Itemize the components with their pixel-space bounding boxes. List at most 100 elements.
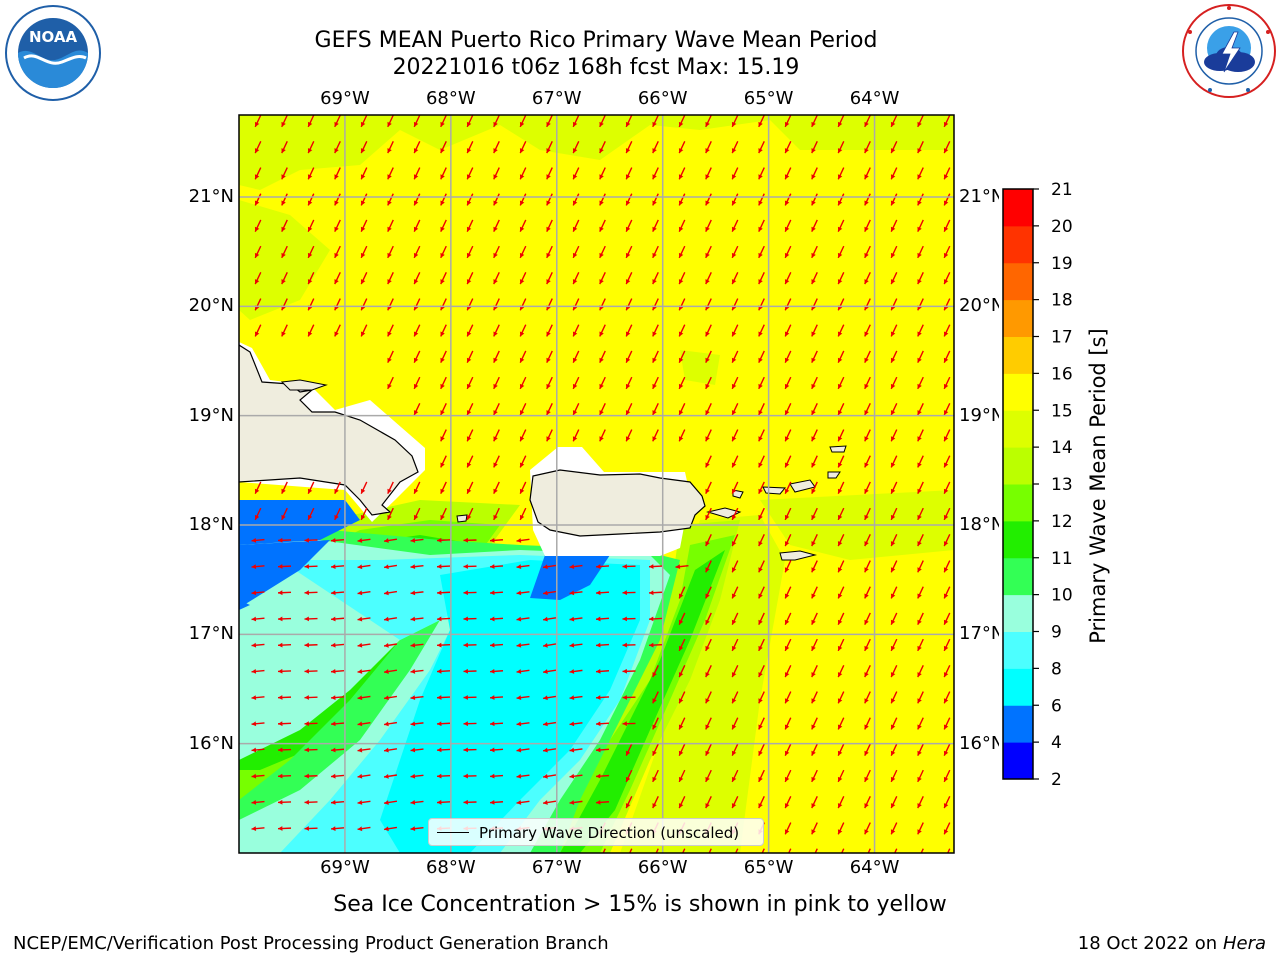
wave-arrow	[330, 773, 345, 779]
wave-arrow	[466, 403, 474, 416]
wave-arrow	[705, 403, 712, 416]
wave-arrow	[917, 350, 924, 363]
wave-arrow	[436, 668, 451, 674]
wave-arrow	[542, 721, 557, 727]
wave-arrow	[917, 141, 924, 154]
wave-arrow	[307, 324, 315, 337]
wave-arrow	[705, 743, 712, 756]
wave-arrow	[516, 538, 530, 543]
wave-arrow	[943, 219, 951, 232]
wave-arrow	[410, 564, 424, 570]
wave-arrow	[519, 141, 527, 154]
wave-arrow	[546, 115, 553, 128]
wave-arrow	[463, 564, 477, 569]
wave-arrow	[890, 141, 898, 154]
wave-arrow	[440, 219, 447, 232]
wave-arrow	[304, 695, 318, 700]
wave-arrow	[705, 796, 712, 809]
wave-arrow	[705, 167, 712, 180]
colorbar-segment	[1003, 373, 1033, 411]
wave-arrow	[784, 193, 792, 206]
colorbar-segment	[1003, 594, 1033, 632]
wave-arrow	[731, 219, 739, 232]
wave-arrow	[890, 219, 898, 232]
wave-arrow	[917, 796, 924, 809]
wave-arrow	[595, 721, 610, 727]
wave-arrow	[705, 612, 712, 625]
land-culebra	[732, 489, 744, 499]
wave-arrow	[572, 193, 580, 206]
wave-arrow	[542, 747, 557, 753]
credit-machine: Hera	[1222, 933, 1266, 954]
wave-arrow	[330, 590, 345, 596]
wave-arrow	[864, 638, 871, 652]
wave-arrow	[360, 324, 368, 337]
colorbar-tick-label: 10	[1051, 586, 1073, 606]
wave-arrow	[569, 773, 583, 779]
noaa-logo: NOAA	[4, 4, 102, 102]
wave-arrow	[652, 350, 659, 363]
wave-arrow	[864, 324, 871, 337]
wave-arrow	[436, 695, 451, 700]
wave-arrow	[304, 747, 318, 753]
wave-arrow	[251, 695, 265, 700]
colorbar-segment	[1003, 520, 1033, 559]
wave-arrow	[917, 167, 924, 180]
wave-arrow	[811, 612, 818, 625]
wave-arrow	[542, 773, 557, 779]
wave-arrow	[811, 638, 818, 652]
wave-arrow	[731, 193, 739, 206]
wave-arrow	[383, 695, 398, 701]
wave-arrow	[943, 743, 951, 756]
wave-arrow	[519, 245, 527, 259]
colorbar-tick-label: 11	[1051, 549, 1073, 569]
wave-arrow	[758, 796, 765, 809]
wave-arrow	[625, 115, 633, 128]
colorbar-segment	[1003, 262, 1033, 301]
wave-arrow	[410, 773, 424, 779]
lon-tick-top: 67°W	[531, 88, 582, 109]
wave-arrow	[917, 691, 924, 704]
wave-arrow	[410, 538, 424, 543]
wave-arrow	[784, 429, 792, 442]
wave-arrow	[625, 272, 633, 285]
colorbar-tick-label: 13	[1051, 475, 1073, 495]
wave-arrow	[811, 796, 818, 809]
wave-arrow	[387, 481, 394, 494]
wave-arrow	[705, 193, 712, 206]
wave-arrow	[917, 219, 924, 232]
wave-arrow	[360, 115, 368, 128]
wave-arrow	[837, 665, 845, 678]
colorbar-tick-label: 15	[1051, 401, 1073, 421]
wave-arrow	[943, 376, 951, 390]
wave-arrow	[330, 564, 345, 569]
wave-arrow	[811, 665, 818, 678]
wave-arrow	[917, 324, 924, 337]
wave-arrow	[436, 721, 451, 727]
wave-arrow	[519, 429, 527, 442]
wave-arrow	[330, 616, 345, 622]
wave-arrow	[277, 616, 292, 622]
wave-arrow	[572, 272, 580, 285]
map-plot-area	[239, 115, 954, 853]
wave-arrow	[678, 586, 686, 599]
wave-arrow	[708, 848, 712, 853]
wave-arrow	[943, 717, 951, 730]
wave-arrow	[251, 800, 265, 805]
wave-arrow	[890, 324, 898, 337]
wave-arrow	[357, 538, 371, 543]
wave-arrow	[622, 695, 636, 700]
wave-arrow	[705, 534, 712, 547]
wave-arrow	[436, 773, 451, 779]
wave-arrow	[917, 193, 924, 206]
colorbar-segment	[1003, 742, 1033, 780]
wave-arrow	[330, 695, 345, 700]
wave-arrow	[890, 245, 898, 259]
wave-arrow	[330, 799, 345, 805]
wave-arrow	[413, 193, 421, 206]
wave-arrow	[489, 668, 504, 674]
wave-arrow	[943, 665, 951, 678]
wave-arrow	[542, 616, 557, 622]
wave-arrow	[281, 245, 288, 259]
